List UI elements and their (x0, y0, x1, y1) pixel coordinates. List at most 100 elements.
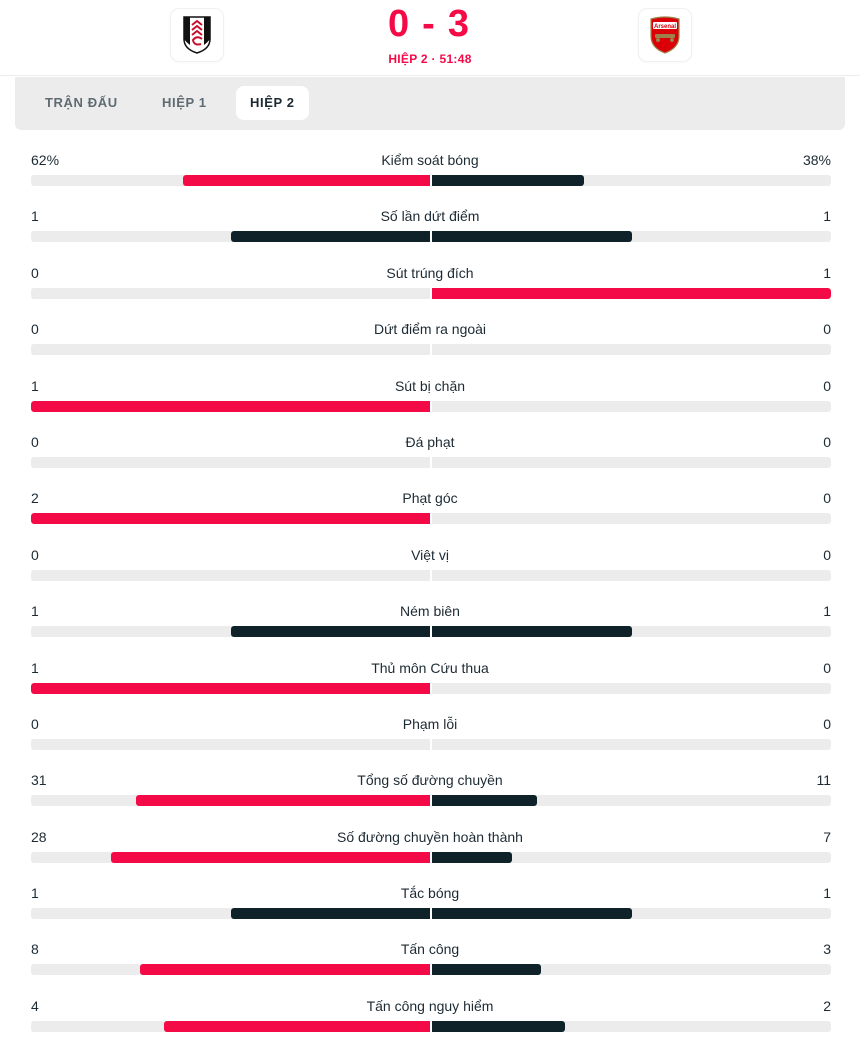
home-stat-bar-track (31, 1020, 430, 1032)
home-stat-value: 1 (31, 208, 39, 225)
home-stat-bar (139, 964, 430, 976)
stat-label: Dứt điểm ra ngoài (373, 321, 487, 338)
stat-label: Ném biên (400, 603, 460, 620)
away-stat-value: 1 (823, 264, 831, 281)
score-separator: - (422, 3, 438, 45)
away-stat-value: 38% (802, 152, 831, 168)
home-stat-bar (230, 908, 430, 920)
away-stat-value: 0 (823, 659, 831, 676)
away-stat-value: 0 (823, 546, 831, 563)
away-stat-bar (432, 964, 541, 976)
home-stat-bar-track (31, 287, 430, 299)
home-stat-value: 1 (31, 377, 39, 394)
away-stat-bar-track (432, 287, 831, 299)
home-team-logo[interactable] (171, 9, 223, 61)
away-stat-value: 11 (816, 772, 831, 789)
away-stat-bar-track (432, 456, 831, 468)
home-stat-value: 0 (31, 715, 39, 732)
home-stat-value: 0 (31, 546, 39, 563)
stat-row: 0 Việt vị 0 (0, 543, 860, 599)
home-score: 0 (388, 3, 413, 45)
away-stat-bar-track (432, 513, 831, 525)
home-stat-value: 31 (31, 772, 47, 789)
stat-row: 2 Phạt góc 0 (0, 486, 860, 542)
stat-label: Tắc bóng (400, 885, 460, 902)
stat-label: Đá phạt (405, 433, 455, 450)
away-stat-bar (432, 626, 632, 638)
away-stat-bar (432, 175, 584, 186)
period-tabs: TRẬN ĐẤU HIỆP 1 HIỆP 2 (15, 77, 845, 130)
arsenal-crest-icon: Arsenal (650, 16, 680, 54)
home-stat-value: 0 (31, 321, 39, 338)
home-stat-bar-track (31, 400, 430, 412)
home-stat-value: 4 (31, 997, 39, 1014)
home-stat-bar-track (31, 964, 430, 976)
away-stat-bar (432, 231, 632, 243)
match-header: 0-3 HIỆP 2 · 51:48 Arsenal (0, 0, 860, 76)
away-stat-bar-track (432, 344, 831, 356)
tab-first-half[interactable]: HIỆP 1 (162, 95, 207, 110)
away-stat-value: 3 (823, 941, 831, 958)
stat-row: 0 Sút trúng đích 1 (0, 261, 860, 317)
home-stat-bar-track (31, 344, 430, 356)
home-stat-bar-track (31, 569, 430, 581)
home-stat-bar (164, 1020, 430, 1032)
away-stat-value: 1 (823, 885, 831, 902)
stat-label: Phạt góc (402, 490, 458, 507)
home-stat-bar-track (31, 795, 430, 807)
home-stat-bar (182, 175, 430, 186)
away-stat-bar-track (432, 851, 831, 863)
away-stat-bar-track (432, 738, 831, 750)
away-team-logo[interactable]: Arsenal (639, 9, 691, 61)
away-stat-value: 2 (823, 997, 831, 1014)
away-stat-value: 0 (823, 433, 831, 450)
tab-full-match[interactable]: TRẬN ĐẤU (45, 95, 118, 110)
stat-row: 0 Dứt điểm ra ngoài 0 (0, 317, 860, 373)
stat-row: 0 Phạm lỗi 0 (0, 712, 860, 768)
home-stat-bar-track (31, 682, 430, 694)
tab-second-half[interactable]: HIỆP 2 (236, 86, 309, 120)
home-stat-bar (230, 231, 430, 243)
home-stat-value: 1 (31, 603, 39, 620)
away-stat-value: 1 (823, 208, 831, 225)
away-stat-bar (432, 795, 537, 807)
stat-label: Số đường chuyền hoàn thành (337, 828, 523, 845)
away-score: 3 (447, 3, 472, 45)
home-stat-bar (31, 513, 430, 525)
away-stat-bar-track (432, 1020, 831, 1032)
fulham-crest-icon (183, 16, 211, 54)
stat-label: Số lần dứt điểm (380, 208, 480, 225)
away-stat-bar-track (432, 626, 831, 638)
away-stat-value: 0 (823, 321, 831, 338)
home-stat-value: 1 (31, 885, 39, 902)
away-stat-bar-track (432, 908, 831, 920)
stat-label: Tấn công (400, 941, 460, 958)
away-stat-bar (432, 851, 512, 863)
away-stat-bar-track (432, 231, 831, 243)
scoreboard: 0-3 (330, 2, 530, 46)
home-stat-value: 28 (31, 828, 47, 845)
away-stat-bar-track (432, 795, 831, 807)
home-stat-value: 0 (31, 433, 39, 450)
home-stat-bar (31, 400, 430, 412)
home-stat-bar (31, 682, 430, 694)
away-stat-value: 0 (823, 490, 831, 507)
stat-row: 1 Số lần dứt điểm 1 (0, 204, 860, 260)
away-stat-bar (432, 287, 831, 299)
away-stat-bar-track (432, 569, 831, 581)
home-stat-bar-track (31, 175, 430, 186)
stat-row: 62% Kiểm soát bóng 38% (0, 148, 860, 204)
home-stat-value: 1 (31, 659, 39, 676)
home-stat-value: 8 (31, 941, 39, 958)
stat-label: Tổng số đường chuyền (357, 772, 503, 789)
stat-label: Tấn công nguy hiểm (366, 997, 494, 1014)
away-stat-value: 1 (823, 603, 831, 620)
away-stat-bar-track (432, 400, 831, 412)
home-stat-bar (135, 795, 430, 807)
stat-row: 31 Tổng số đường chuyền 11 (0, 768, 860, 824)
home-stat-bar-track (31, 626, 430, 638)
home-stat-value: 62% (31, 152, 60, 168)
stat-row: 1 Sút bị chặn 0 (0, 374, 860, 430)
away-stat-bar (432, 908, 632, 920)
stat-row: 0 Đá phạt 0 (0, 430, 860, 486)
